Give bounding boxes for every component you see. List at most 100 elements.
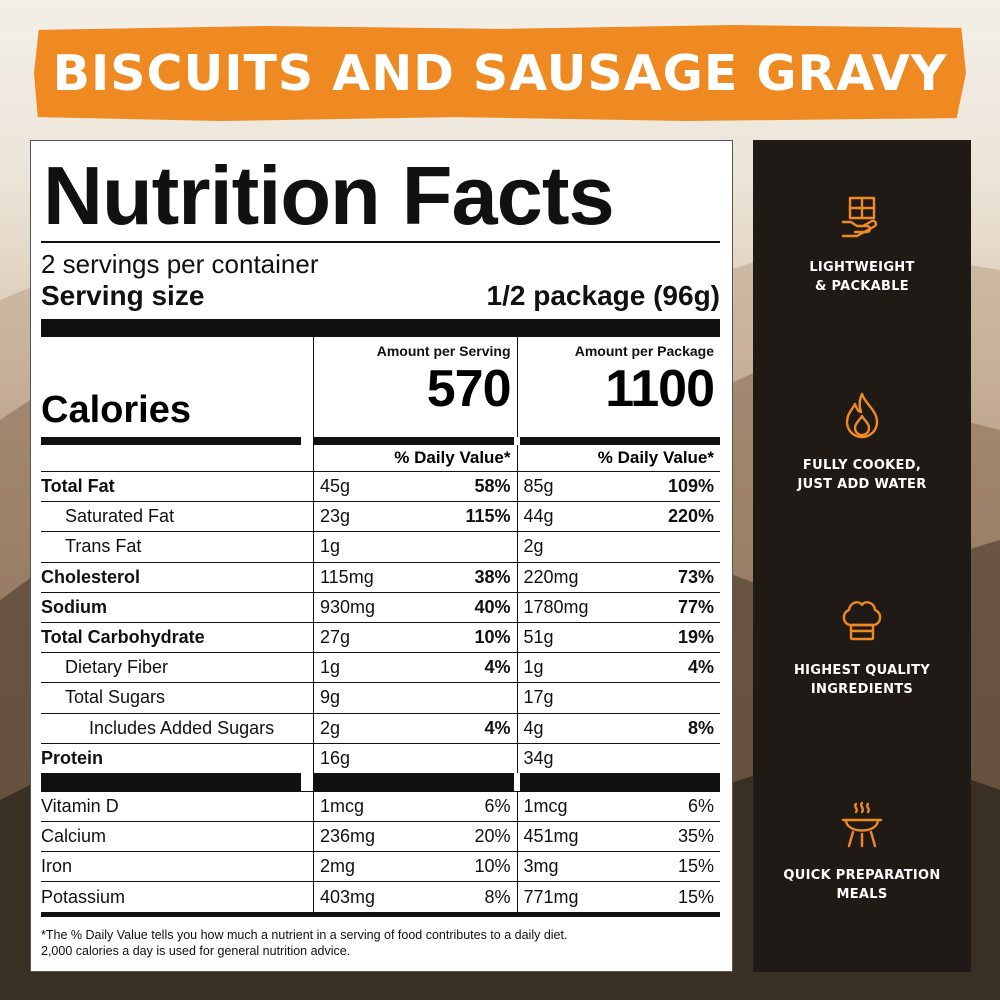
serving-cell: 1g 4% xyxy=(313,653,517,683)
package-percent: 15% xyxy=(677,856,714,877)
product-banner: BISCUITS AND SAUSAGE GRAVY xyxy=(34,24,966,122)
package-amount: 1mcg xyxy=(523,795,568,816)
nutrition-facts-panel: Nutrition Facts 2 servings per container… xyxy=(30,140,733,972)
nutrient-name: Protein xyxy=(41,747,104,768)
feature-label-line: INGREDIENTS xyxy=(810,682,914,697)
package-cell: 85g 109% xyxy=(516,472,721,502)
package-percent: 6% xyxy=(687,795,714,816)
feature-label-line: QUICK PREPARATION xyxy=(783,868,941,883)
nutrient-row: Iron 2mg 10% 3mg 15% xyxy=(41,851,721,882)
nutrient-name: Total Carbohydrate xyxy=(41,627,205,648)
serving-percent: 4% xyxy=(484,717,511,738)
package-percent: 109% xyxy=(667,476,714,497)
package-amount: 44g xyxy=(523,506,554,527)
product-title: BISCUITS AND SAUSAGE GRAVY xyxy=(52,44,948,102)
feature-fully-cooked: FULLY COOKED, JUST ADD WATER xyxy=(753,390,971,494)
nutrient-row: Potassium 403mg 8% 771mg 15% xyxy=(41,881,721,912)
nutrient-row: Vitamin D 1mcg 6% 1mcg 6% xyxy=(41,790,720,822)
package-cell: 34g xyxy=(516,743,721,773)
grill-icon xyxy=(841,801,883,848)
amount-per-serving-label: Amount per Serving xyxy=(376,343,511,359)
package-cell: 1780mg 77% xyxy=(516,592,721,622)
package-percent: 35% xyxy=(677,826,714,847)
serving-cell: 16g xyxy=(313,743,517,773)
package-percent: 8% xyxy=(687,717,714,738)
package-cell: 3mg 15% xyxy=(516,852,721,882)
package-amount: 17g xyxy=(523,687,554,708)
serving-percent: 10% xyxy=(474,627,511,648)
divider-thick xyxy=(41,772,720,791)
package-amount: 4g xyxy=(523,717,544,738)
daily-value-header: % Daily Value* % Daily Value* xyxy=(41,445,720,471)
feature-label-line: JUST ADD WATER xyxy=(797,477,927,492)
nutrient-name: Sodium xyxy=(41,596,107,617)
flame-icon xyxy=(845,392,879,439)
feature-quality: HIGHEST QUALITY INGREDIENTS xyxy=(753,595,971,699)
serving-cell: 23g 115% xyxy=(313,502,517,532)
serving-size-value: 1/2 package (96g) xyxy=(486,280,720,311)
package-percent: 220% xyxy=(667,506,714,527)
package-cell: 771mg 15% xyxy=(516,882,721,912)
serving-amount: 45g xyxy=(320,476,351,497)
nutrient-row: Saturated Fat 23g 115% 44g 220% xyxy=(41,501,721,532)
package-hand-icon xyxy=(841,196,878,238)
package-cell: 17g xyxy=(516,683,721,713)
daily-value-footnote: *The % Daily Value tells you how much a … xyxy=(41,927,720,959)
serving-cell: 9g xyxy=(313,683,517,713)
feature-label-line: FULLY COOKED, xyxy=(802,458,922,473)
nutrient-name: Cholesterol xyxy=(41,566,141,587)
serving-cell: 115mg 38% xyxy=(313,562,517,592)
nutrient-row: Dietary Fiber 1g 4% 1g 4% xyxy=(41,652,720,683)
serving-percent: 8% xyxy=(484,886,511,907)
package-percent: 15% xyxy=(677,886,714,907)
serving-amount: 16g xyxy=(320,747,351,768)
package-cell: 451mg 35% xyxy=(516,822,721,852)
package-percent: 73% xyxy=(677,566,714,587)
feature-lightweight: LIGHTWEIGHT & PACKABLE xyxy=(753,192,971,296)
nutrient-name: Potassium xyxy=(41,886,126,907)
serving-percent: 115% xyxy=(465,506,511,527)
nutrient-row: Protein 16g 34g xyxy=(41,742,721,773)
serving-percent: 20% xyxy=(474,826,511,847)
nutrient-name: Vitamin D xyxy=(41,795,119,816)
serving-amount: 403mg xyxy=(320,886,376,907)
footnote-line: 2,000 calories a day is used for general… xyxy=(41,943,351,958)
daily-value-header-package: % Daily Value* xyxy=(516,445,721,471)
feature-label-line: LIGHTWEIGHT xyxy=(809,260,915,275)
package-cell: 2g xyxy=(516,532,721,562)
nutrient-name: Calcium xyxy=(41,826,107,847)
servings-per-container: 2 servings per container xyxy=(41,249,319,279)
amount-per-package-label: Amount per Package xyxy=(574,343,714,359)
divider-thick xyxy=(41,319,720,337)
divider-medium xyxy=(41,911,720,917)
serving-cell: 1g xyxy=(313,532,517,562)
serving-percent: 10% xyxy=(474,856,511,877)
nutrient-name: Includes Added Sugars xyxy=(89,717,275,738)
features-panel: LIGHTWEIGHT & PACKABLE FULLY COOKED, JUS… xyxy=(753,140,971,972)
nutrient-row: Sodium 930mg 40% 1780mg 77% xyxy=(41,591,721,622)
package-amount: 2g xyxy=(523,536,544,557)
package-cell: 220mg 73% xyxy=(516,562,721,592)
feature-label-line: & PACKABLE xyxy=(814,279,909,294)
feature-quick-prep: QUICK PREPARATION MEALS xyxy=(753,800,971,904)
serving-amount: 1g xyxy=(320,536,341,557)
nutrition-facts-title: Nutrition Facts xyxy=(43,149,615,242)
nutrient-row: Cholesterol 115mg 38% 220mg 73% xyxy=(41,561,721,592)
chef-hat-icon xyxy=(842,601,882,641)
package-amount: 1780mg xyxy=(523,596,589,617)
nutrient-name: Saturated Fat xyxy=(65,506,175,527)
serving-percent: 58% xyxy=(474,476,511,497)
serving-size-label: Serving size xyxy=(41,280,205,311)
package-amount: 220mg xyxy=(523,566,579,587)
serving-amount: 27g xyxy=(320,627,351,648)
package-amount: 3mg xyxy=(523,856,559,877)
serving-cell: 930mg 40% xyxy=(313,592,517,622)
serving-amount: 236mg xyxy=(320,826,376,847)
nutrient-name: Total Sugars xyxy=(65,687,166,708)
divider xyxy=(41,241,720,243)
nutrient-row: Total Fat 45g 58% 85g 109% xyxy=(41,471,721,502)
package-percent: 4% xyxy=(687,657,714,678)
package-amount: 51g xyxy=(523,627,554,648)
package-cell: 44g 220% xyxy=(516,502,721,532)
nutrient-table: Total Fat 45g 58% 85g 109% Saturated Fat 23g 11… xyxy=(41,471,720,773)
